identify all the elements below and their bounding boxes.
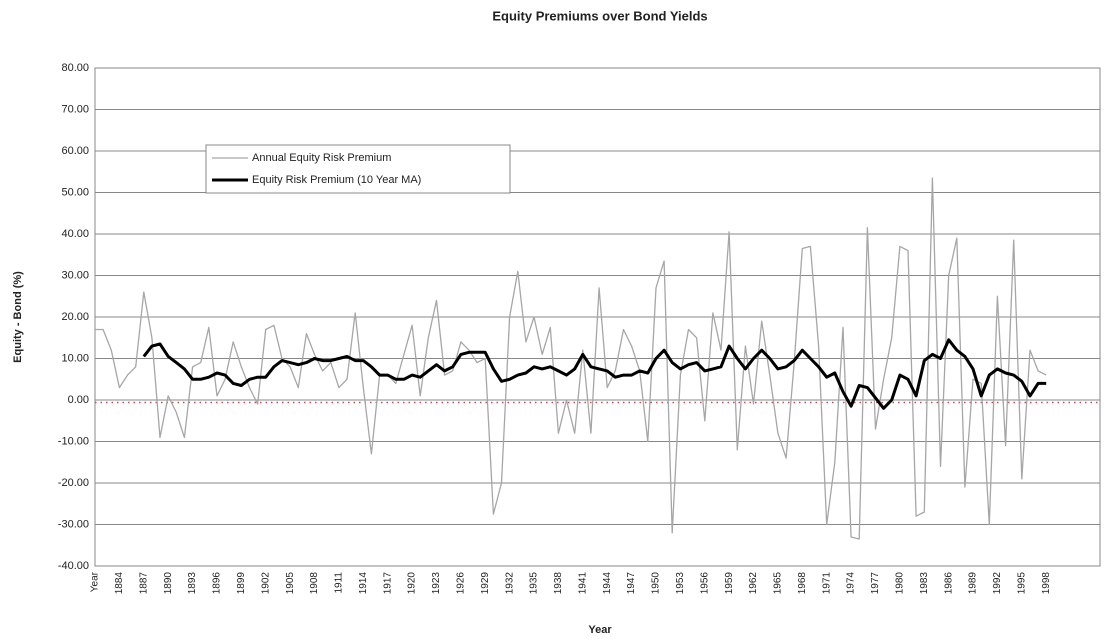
- x-tick-label: 1893: [187, 572, 198, 595]
- x-tick-label: 1932: [504, 572, 515, 595]
- x-tick-label: 1914: [358, 572, 369, 595]
- x-tick-label: 1908: [309, 572, 320, 595]
- x-tick-label: 1926: [455, 572, 466, 595]
- x-tick-label: 1995: [1016, 572, 1027, 595]
- x-tick-label: 1887: [138, 572, 149, 595]
- x-tick-label: 1941: [577, 572, 588, 595]
- x-tick-label: 1944: [602, 572, 613, 595]
- x-axis-title: Year: [588, 624, 612, 636]
- x-tick-label: 1917: [382, 572, 393, 595]
- x-tick-label: 1905: [285, 572, 296, 595]
- x-tick-label: 1884: [114, 572, 125, 595]
- x-tick-label: 1920: [407, 572, 418, 595]
- x-tick-label: 1953: [675, 572, 686, 595]
- x-tick-label: 1980: [895, 572, 906, 595]
- plot-frame: [94, 67, 1101, 567]
- x-tick-label: Year: [90, 571, 101, 592]
- x-tick-label: 1899: [236, 572, 247, 595]
- x-tick-label: 1965: [773, 572, 784, 595]
- y-axis-title: Equity - Bond (%): [12, 271, 24, 363]
- y-tick-label: 80.00: [61, 62, 89, 74]
- x-tick-label: 1935: [529, 572, 540, 595]
- legend-box: [205, 144, 511, 194]
- y-tick-label: 10.00: [61, 352, 89, 364]
- x-tick-label: 1971: [821, 572, 832, 595]
- x-tick-label: 1950: [651, 572, 662, 595]
- x-tick-label: 1998: [1041, 572, 1052, 595]
- y-tick-label: 40.00: [61, 228, 89, 240]
- x-tick-label: 1977: [870, 572, 881, 595]
- x-tick-label: 1983: [919, 572, 930, 595]
- y-tick-label: -10.00: [58, 435, 89, 447]
- x-tick-label: 1923: [431, 572, 442, 595]
- x-tick-label: 1989: [968, 572, 979, 595]
- y-tick-label: 0.00: [68, 394, 89, 406]
- x-tick-label: 1956: [699, 572, 710, 595]
- x-tick-label: 1959: [724, 572, 735, 595]
- y-tick-label: 60.00: [61, 145, 89, 157]
- y-tick-label: 50.00: [61, 186, 89, 198]
- x-tick-label: 1962: [748, 572, 759, 595]
- x-tick-label: 1974: [846, 572, 857, 595]
- x-tick-label: 1911: [334, 572, 345, 594]
- x-tick-label: 1929: [480, 572, 491, 595]
- x-tick-label: 1890: [163, 572, 174, 595]
- y-tick-label: -30.00: [58, 518, 89, 530]
- x-tick-label: 1992: [992, 572, 1003, 595]
- y-tick-label: 30.00: [61, 269, 89, 281]
- x-tick-label: 1938: [553, 572, 564, 595]
- y-tick-label: -40.00: [58, 560, 89, 572]
- x-tick-label: 1986: [943, 572, 954, 595]
- chart-title: Equity Premiums over Bond Yields: [492, 8, 707, 23]
- y-tick-label: 20.00: [61, 311, 89, 323]
- y-tick-label: -20.00: [58, 477, 89, 489]
- legend-label: Equity Risk Premium (10 Year MA): [252, 174, 421, 186]
- x-tick-label: 1947: [626, 572, 637, 595]
- legend-label: Annual Equity Risk Premium: [252, 152, 391, 164]
- series-line: [95, 177, 1047, 540]
- x-tick-label: 1968: [797, 572, 808, 595]
- x-tick-label: 1902: [260, 572, 271, 595]
- x-tick-label: 1896: [212, 572, 223, 595]
- y-tick-label: 70.00: [61, 103, 89, 115]
- series-line: [142, 338, 1047, 410]
